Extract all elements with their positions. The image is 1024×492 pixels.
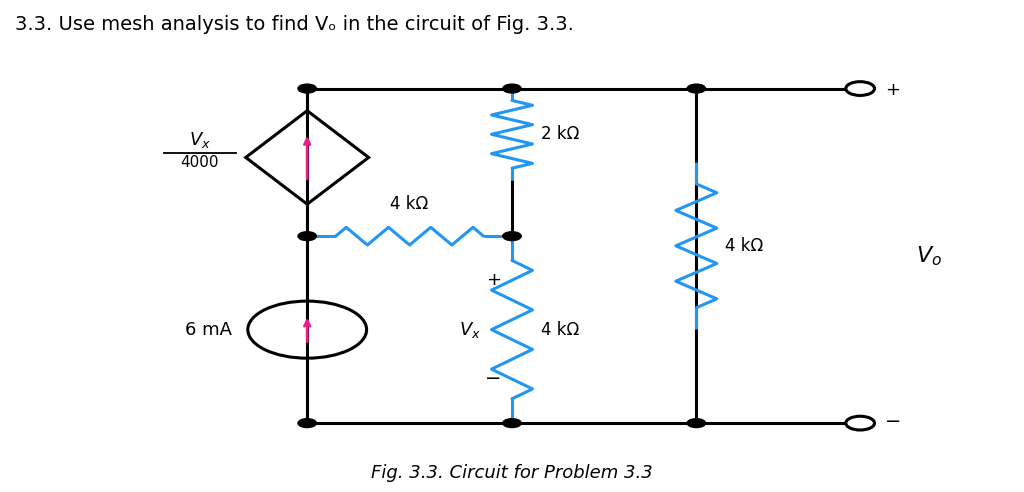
Circle shape	[298, 232, 316, 241]
Text: 2 kΩ: 2 kΩ	[541, 125, 579, 143]
Text: +: +	[486, 272, 501, 289]
Text: $V_o$: $V_o$	[916, 244, 942, 268]
Circle shape	[687, 419, 706, 428]
Circle shape	[503, 419, 521, 428]
Circle shape	[687, 84, 706, 93]
Text: 3.3. Use mesh analysis to find Vₒ in the circuit of Fig. 3.3.: 3.3. Use mesh analysis to find Vₒ in the…	[15, 15, 574, 34]
Text: 4 kΩ: 4 kΩ	[541, 321, 579, 338]
Circle shape	[298, 84, 316, 93]
Circle shape	[846, 82, 874, 95]
Text: $V_x$: $V_x$	[460, 320, 481, 339]
Text: 4 kΩ: 4 kΩ	[725, 237, 763, 255]
Text: −: −	[885, 412, 901, 431]
Circle shape	[503, 84, 521, 93]
Text: −: −	[485, 369, 502, 388]
Text: 4000: 4000	[180, 155, 219, 170]
Text: +: +	[885, 81, 900, 99]
Circle shape	[503, 232, 521, 241]
Text: 6 mA: 6 mA	[185, 321, 232, 338]
Text: Fig. 3.3. Circuit for Problem 3.3: Fig. 3.3. Circuit for Problem 3.3	[371, 464, 653, 482]
Circle shape	[298, 419, 316, 428]
Text: $V_x$: $V_x$	[188, 130, 211, 150]
Circle shape	[846, 416, 874, 430]
Text: 4 kΩ: 4 kΩ	[390, 194, 429, 213]
